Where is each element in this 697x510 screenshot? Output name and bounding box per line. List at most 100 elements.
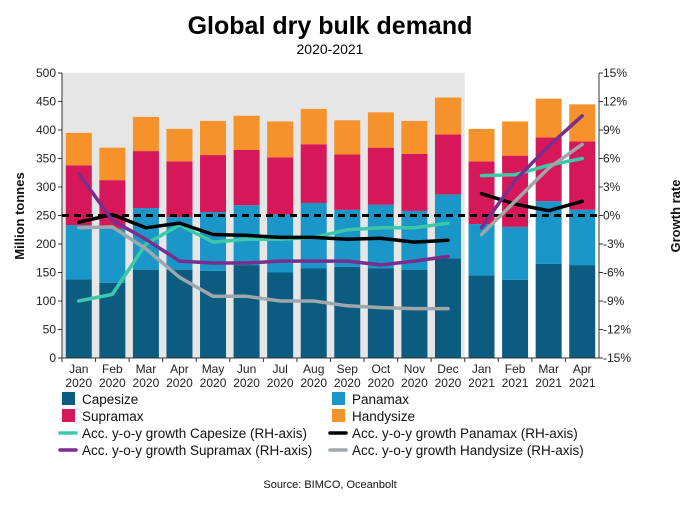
bar-capesize-3 [166, 269, 193, 358]
line-capesize-growth [77, 221, 450, 303]
y2-tick-label: -6% [603, 266, 625, 280]
x-tick-label-month: Aug [303, 362, 324, 376]
line-supramax-growth [479, 114, 584, 230]
legend-label-capesize: Capesize [82, 392, 138, 407]
x-tick-label-year: 2020 [233, 376, 260, 390]
bar-capesize-2 [132, 269, 159, 358]
bar-handysize-14 [535, 98, 562, 138]
bar-supramax-9 [367, 147, 394, 205]
x-tick-label-year: 2021 [502, 376, 529, 390]
legend-label-supramax: Supramax [82, 409, 144, 424]
bar-supramax-2 [132, 151, 159, 209]
y-tick-label: 0 [49, 351, 56, 365]
y2-tick-label: 3% [603, 180, 621, 194]
x-tick-label-month: Mar [538, 362, 559, 376]
bar-handysize-11 [434, 97, 461, 135]
bar-handysize-7 [300, 108, 327, 145]
x-tick-label-year: 2021 [569, 376, 596, 390]
bar-capesize-10 [401, 269, 428, 358]
y2-axis-label: Growth rate [668, 180, 683, 253]
bar-panamax-15 [569, 209, 596, 266]
x-tick-label-year: 2020 [300, 376, 327, 390]
y-tick-label: 150 [36, 266, 56, 280]
y2-tick-label: 12% [603, 95, 627, 109]
x-tick-label-month: Dec [437, 362, 458, 376]
line-panamax-growth [77, 212, 450, 244]
y2-tick-label: 0% [603, 209, 621, 223]
bar-supramax-15 [569, 141, 596, 210]
legend-label-panamax: Panamax [352, 392, 409, 407]
bar-handysize-0 [65, 132, 92, 166]
bar-handysize-3 [166, 128, 193, 162]
y-tick-label: 500 [36, 66, 56, 80]
legend: Capesize Panamax Supramax Handysize Acc. y-o… [58, 392, 584, 458]
x-tick-label-year: 2020 [166, 376, 193, 390]
x-tick-label-month: Feb [102, 362, 123, 376]
y-tick-label: 100 [36, 294, 56, 308]
bar-capesize-0 [65, 279, 92, 358]
bar-supramax-7 [300, 144, 327, 203]
bar-handysize-1 [99, 147, 126, 181]
legend-swatch-supramax [62, 409, 75, 422]
x-tick-label-month: Jun [237, 362, 256, 376]
x-tick-label-month: Mar [136, 362, 157, 376]
x-tick-label-month: Jul [272, 362, 287, 376]
chart-subtitle: 2020-2021 [297, 41, 364, 57]
x-tick-label-year: 2020 [334, 376, 361, 390]
bar-panamax-0 [65, 225, 92, 280]
x-tick-label-month: May [202, 362, 225, 376]
x-tick-label-year: 2020 [367, 376, 394, 390]
bar-panamax-13 [502, 226, 529, 280]
x-tick-label-year: 2020 [65, 376, 92, 390]
bar-capesize-6 [267, 272, 294, 358]
y-tick-label: 350 [36, 152, 56, 166]
line-supramax-growth [77, 171, 450, 267]
y2-tick-label: -15% [603, 351, 631, 365]
bar-capesize-12 [468, 275, 495, 358]
line-handysize-growth [77, 225, 450, 311]
legend-label-handysize: Handysize [352, 409, 415, 424]
source-note: Source: BIMCO, Oceanbolt [263, 479, 396, 491]
x-tick-label-month: Oct [372, 362, 391, 376]
legend-line-label: Acc. y-o-y growth Panamax (RH-axis) [352, 426, 578, 441]
x-tick-label-year: 2021 [468, 376, 495, 390]
bar-handysize-6 [267, 121, 294, 158]
bar-handysize-13 [502, 121, 529, 156]
legend-swatch-capesize [62, 392, 75, 405]
y2-tick-label: 9% [603, 123, 621, 137]
bar-capesize-7 [300, 268, 327, 358]
y2-tick-label: -9% [603, 294, 625, 308]
x-tick-label-year: 2020 [99, 376, 126, 390]
y-tick-label: 300 [36, 180, 56, 194]
x-tick-label-year: 2020 [133, 376, 160, 390]
y-tick-label: 400 [36, 123, 56, 137]
bar-panamax-1 [99, 228, 126, 283]
bar-capesize-8 [334, 266, 361, 358]
bar-supramax-8 [334, 154, 361, 210]
line-capesize-growth [479, 156, 584, 178]
y-axis-label: Million tonnes [12, 172, 27, 259]
bar-handysize-5 [233, 115, 260, 150]
x-tick-label-month: Nov [404, 362, 425, 376]
bar-handysize-12 [468, 128, 495, 162]
tick-labels: 0 50 100 150 200 250 300 350 400 450 500 -15% -12% -9… [36, 66, 631, 390]
x-tick-label-month: Jan [472, 362, 491, 376]
legend-line-label: Acc. y-o-y growth Handysize (RH-axis) [352, 443, 584, 458]
bar-handysize-10 [401, 120, 428, 154]
bar-supramax-3 [166, 161, 193, 218]
y2-tick-label: -3% [603, 237, 625, 251]
x-tick-label-month: Feb [505, 362, 526, 376]
bar-handysize-2 [132, 116, 159, 152]
bar-supramax-10 [401, 153, 428, 211]
y-tick-label: 450 [36, 95, 56, 109]
y2-tick-label: 15% [603, 66, 627, 80]
y-tick-label: 250 [36, 209, 56, 223]
bar-capesize-5 [233, 265, 260, 358]
bar-panamax-12 [468, 224, 495, 276]
x-tick-label-month: Apr [170, 362, 189, 376]
x-tick-label-year: 2020 [401, 376, 428, 390]
y2-tick-label: 6% [603, 152, 621, 166]
bar-panamax-11 [434, 194, 461, 259]
bar-capesize-15 [569, 265, 596, 358]
